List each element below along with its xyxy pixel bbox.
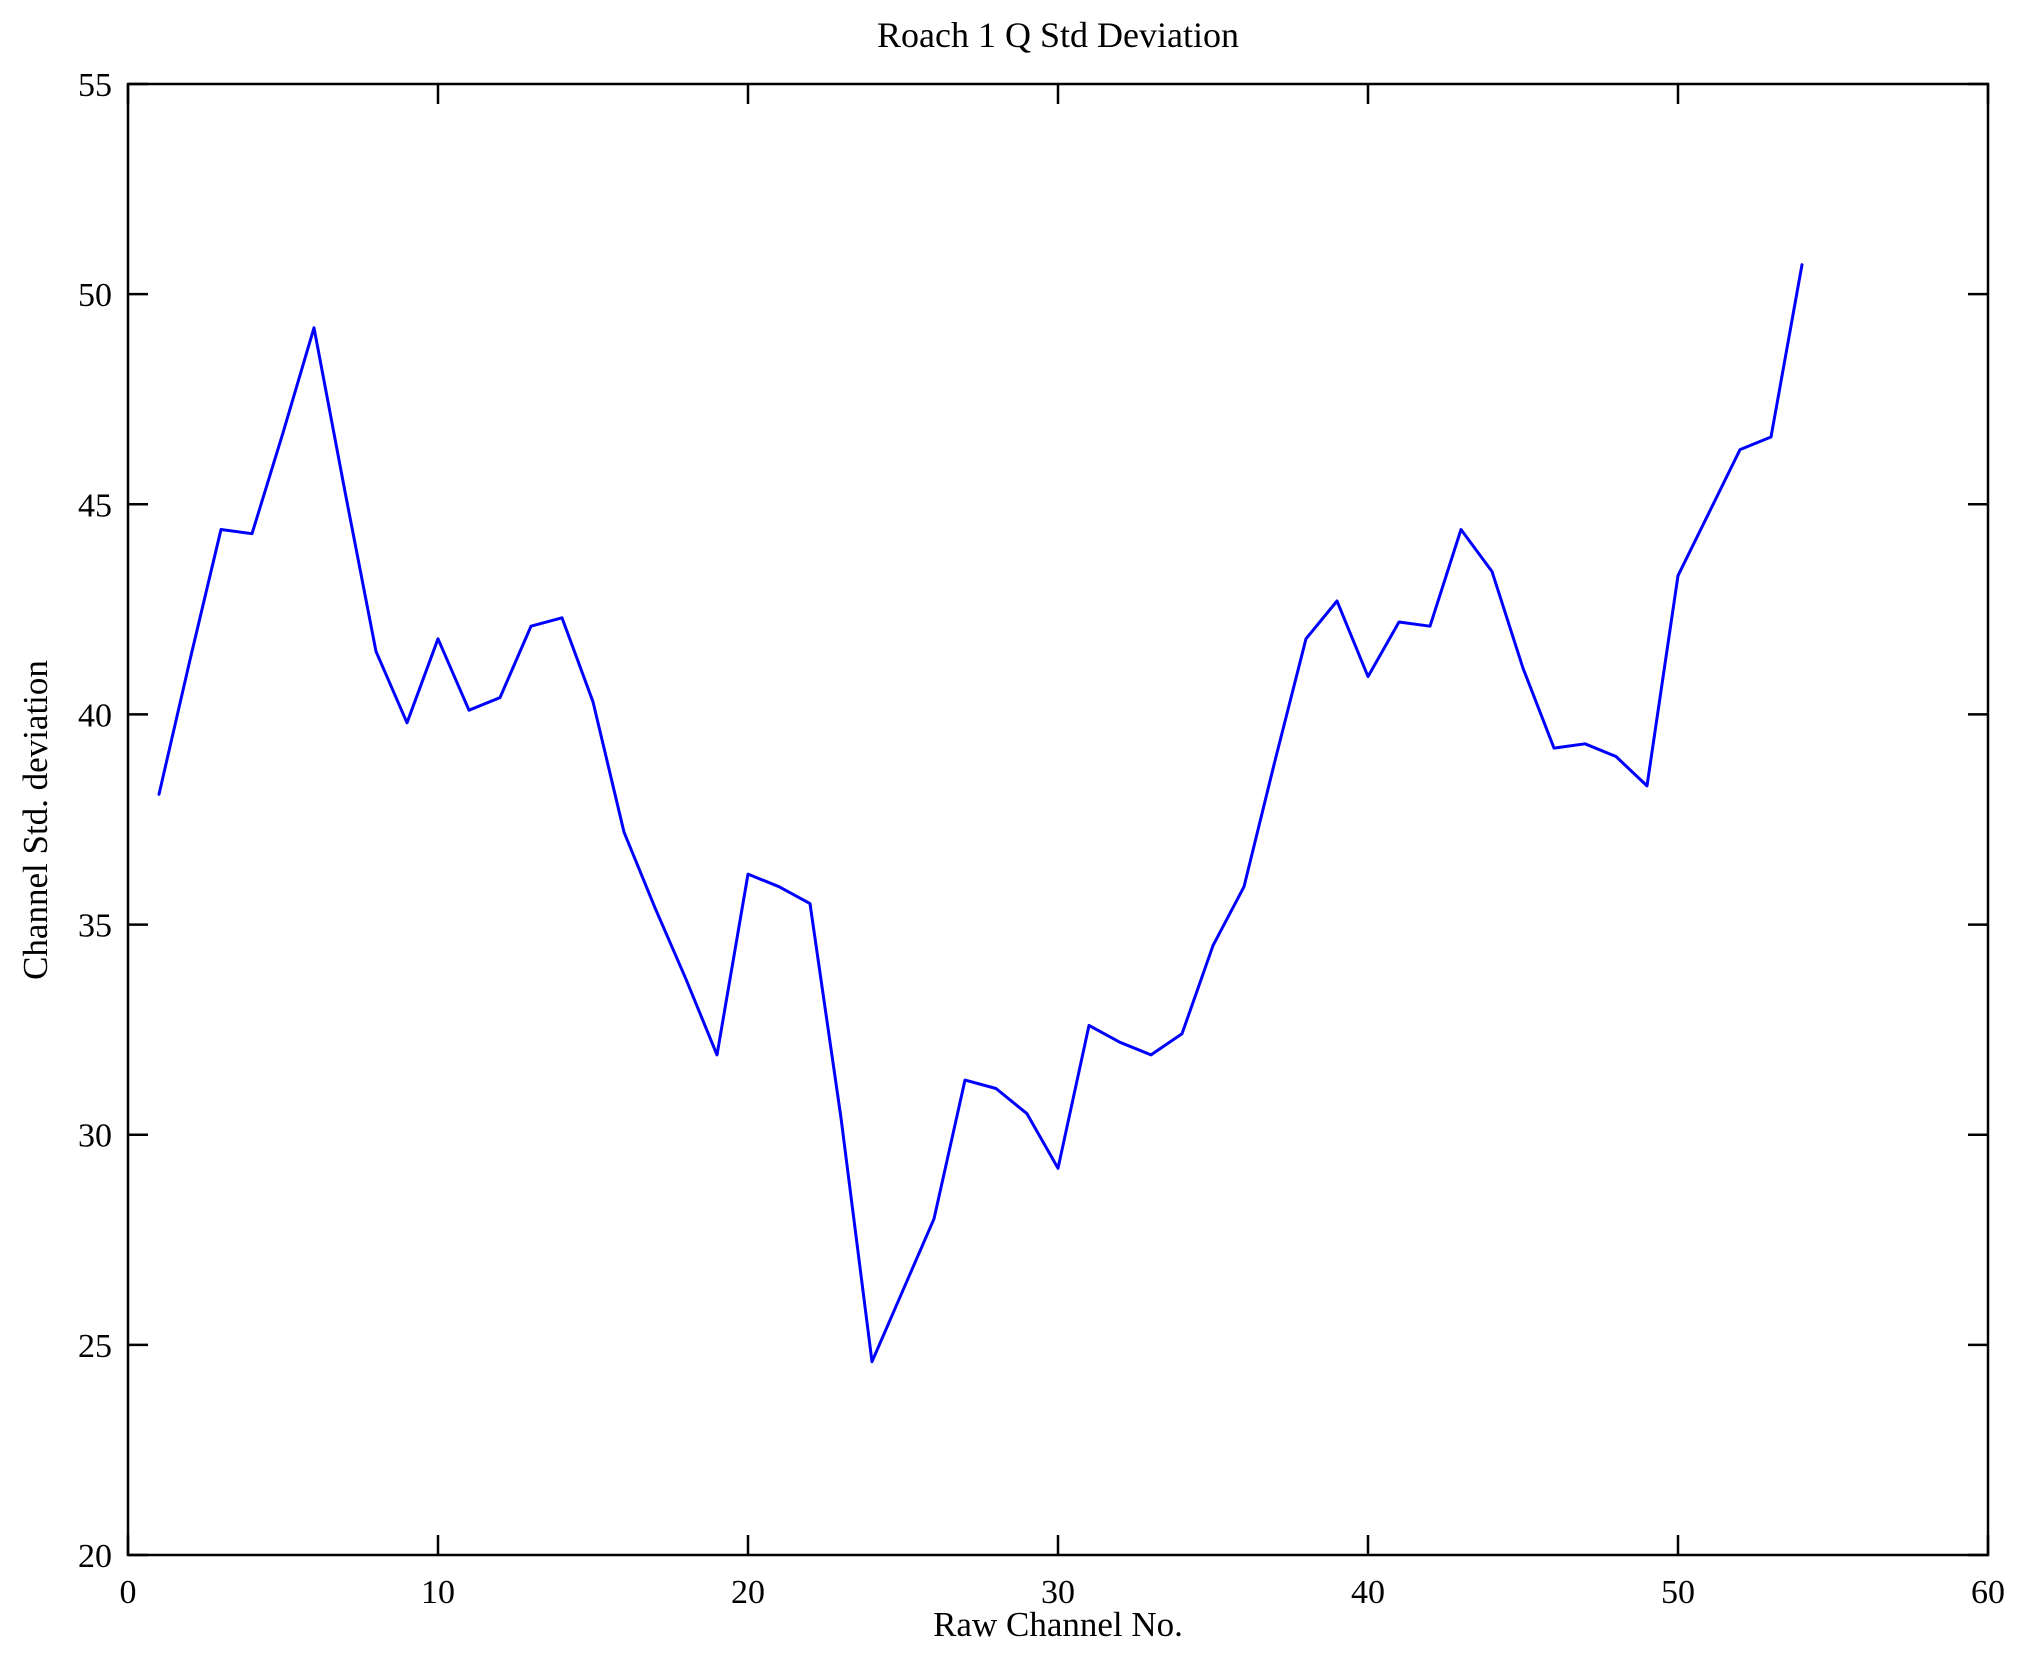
y-tick-label: 50 — [78, 277, 112, 314]
x-tick-label: 20 — [731, 1574, 765, 1611]
x-tick-label: 40 — [1351, 1574, 1385, 1611]
y-tick-label: 30 — [78, 1118, 112, 1155]
x-tick-label: 10 — [421, 1574, 455, 1611]
chart-title: Roach 1 Q Std Deviation — [877, 15, 1239, 55]
y-tick-label: 20 — [78, 1538, 112, 1575]
x-tick-label: 30 — [1041, 1574, 1075, 1611]
y-tick-label: 55 — [78, 67, 112, 104]
y-tick-label: 25 — [78, 1328, 112, 1365]
data-series-line — [157, 263, 1804, 1364]
y-tick-label: 40 — [78, 697, 112, 734]
plot-border — [126, 82, 1990, 1557]
y-tick-label: 35 — [78, 908, 112, 945]
x-tick-label: 0 — [120, 1574, 137, 1611]
y-tick-label: 45 — [78, 487, 112, 524]
y-axis-label: Channel Std. deviation — [16, 660, 55, 980]
x-axis-label: Raw Channel No. — [933, 1605, 1183, 1644]
x-tick-label: 50 — [1661, 1574, 1695, 1611]
x-tick-label: 60 — [1971, 1574, 2005, 1611]
